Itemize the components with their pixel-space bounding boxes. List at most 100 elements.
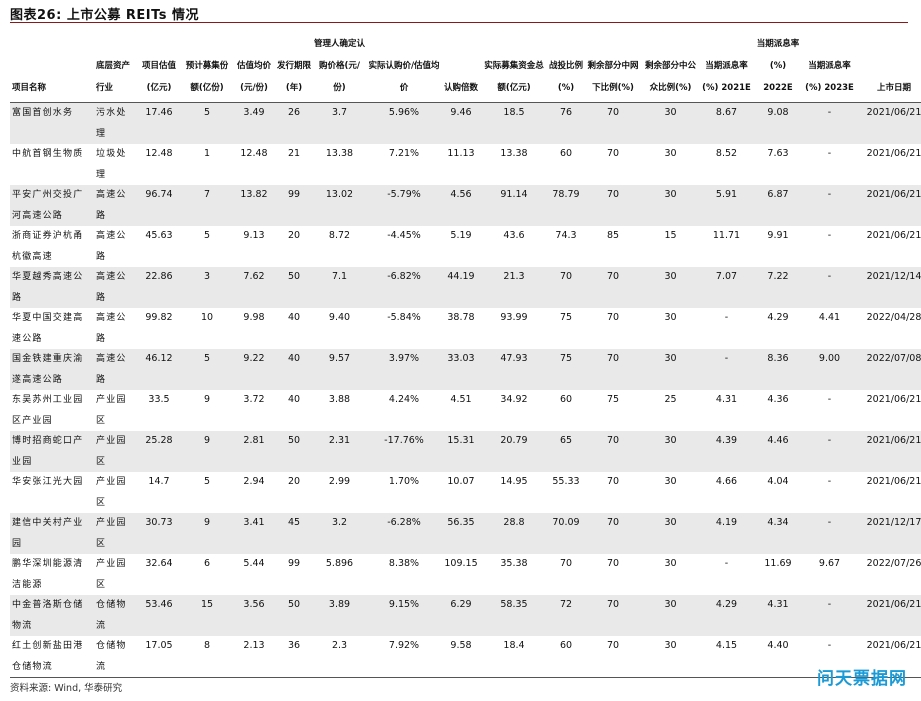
table-cell: - (803, 185, 856, 226)
table-cell: 99 (276, 185, 312, 226)
table-cell: 9.67 (803, 554, 856, 595)
table-cell: - (700, 349, 753, 390)
table-cell: 30 (641, 472, 700, 513)
table-cell: 15 (182, 595, 232, 636)
table-cell: 47.93 (481, 349, 547, 390)
table-cell: 2.13 (232, 636, 276, 678)
table-cell: 7.1 (312, 267, 367, 308)
table-row: 华夏越秀高速公路 高速公路 22.86 3 7.62 50 7.1 -6.82% 44.19 21… (10, 267, 921, 308)
table-cell: 60 (547, 636, 585, 678)
table-cell: 2.99 (312, 472, 367, 513)
table-cell: 8.52 (700, 144, 753, 185)
column-header: 认购倍数 (441, 25, 481, 103)
industry-cell: 产业园区 (94, 431, 136, 472)
column-header: 项目名称 (10, 25, 94, 103)
table-cell: - (803, 226, 856, 267)
column-header: 剩余部分中网下比例(%) (585, 25, 641, 103)
table-row: 博时招商蛇口产业园 产业园区 25.28 9 2.81 50 2.31 -17.76% 15.3… (10, 431, 921, 472)
table-cell: 21.3 (481, 267, 547, 308)
table-cell: 44.19 (441, 267, 481, 308)
table-cell: 2021/06/21 (856, 636, 921, 678)
table-cell: 9.91 (753, 226, 803, 267)
table-cell: 4.46 (753, 431, 803, 472)
table-cell: 9.40 (312, 308, 367, 349)
table-cell: 5.44 (232, 554, 276, 595)
table-cell: 7.21% (367, 144, 441, 185)
table-cell: 30 (641, 267, 700, 308)
table-cell: 30.73 (136, 513, 182, 554)
table-cell: 30 (641, 102, 700, 144)
table-cell: 30 (641, 144, 700, 185)
column-header: 当期派息率(%) 2023E (803, 25, 856, 103)
table-cell: 70 (585, 308, 641, 349)
table-cell: 4.51 (441, 390, 481, 431)
project-name-cell: 华夏越秀高速公路 (10, 267, 94, 308)
table-cell: 9 (182, 390, 232, 431)
table-cell: 12.48 (232, 144, 276, 185)
table-cell: 2.94 (232, 472, 276, 513)
table-cell: 75 (547, 308, 585, 349)
table-cell: 2021/06/21 (856, 226, 921, 267)
table-cell: -5.84% (367, 308, 441, 349)
table-cell: 18.5 (481, 102, 547, 144)
industry-cell: 产业园区 (94, 390, 136, 431)
table-cell: 33.5 (136, 390, 182, 431)
table-cell: 3.7 (312, 102, 367, 144)
table-cell: 33.03 (441, 349, 481, 390)
table-cell: 76 (547, 102, 585, 144)
table-cell: 2.81 (232, 431, 276, 472)
project-name-cell: 华夏中国交建高速公路 (10, 308, 94, 349)
table-cell: 1 (182, 144, 232, 185)
table-cell: 30 (641, 349, 700, 390)
table-cell: 30 (641, 185, 700, 226)
column-header: 管理人确定认购价格(元/份) (312, 25, 367, 103)
table-cell: 4.31 (700, 390, 753, 431)
column-header: 战投比例(%) (547, 25, 585, 103)
table-cell: 15 (641, 226, 700, 267)
table-cell: 9 (182, 431, 232, 472)
table-cell: 28.8 (481, 513, 547, 554)
table-row: 建信中关村产业园 产业园区 30.73 9 3.41 45 3.2 -6.28% 56.35 28… (10, 513, 921, 554)
table-cell: 20 (276, 472, 312, 513)
table-cell: 46.12 (136, 349, 182, 390)
figure-title: 图表26: 上市公募 REITs 情况 (10, 8, 199, 23)
table-row: 中航首钢生物质 垃圾处理 12.48 1 12.48 21 13.38 7.21% 11.13 1… (10, 144, 921, 185)
table-cell: 7.62 (232, 267, 276, 308)
table-cell: 40 (276, 390, 312, 431)
table-row: 平安广州交投广河高速公路 高速公路 96.74 7 13.82 99 13.02 -5.79%… (10, 185, 921, 226)
industry-cell: 高速公路 (94, 308, 136, 349)
table-cell: 25 (641, 390, 700, 431)
table-cell: 30 (641, 308, 700, 349)
table-cell: 11.71 (700, 226, 753, 267)
table-cell: 1.70% (367, 472, 441, 513)
table-cell: 35.38 (481, 554, 547, 595)
table-cell: 2022/07/08 (856, 349, 921, 390)
table-row: 浙商证券沪杭甬杭徽高速 高速公路 45.63 5 9.13 20 8.72 -4.45% 5.1… (10, 226, 921, 267)
table-cell: 45.63 (136, 226, 182, 267)
table-row: 富国首创水务 污水处理 17.46 5 3.49 26 3.7 5.96% 9.46 18.5 76… (10, 102, 921, 144)
project-name-cell: 华安张江光大园 (10, 472, 94, 513)
column-header: 估值均价(元/份) (232, 25, 276, 103)
table-cell: 2.3 (312, 636, 367, 678)
table-cell: 3.41 (232, 513, 276, 554)
table-cell: 30 (641, 554, 700, 595)
table-cell: 17.05 (136, 636, 182, 678)
table-cell: 2021/06/21 (856, 102, 921, 144)
table-cell: 70 (585, 349, 641, 390)
table-cell: 40 (276, 308, 312, 349)
table-cell: 15.31 (441, 431, 481, 472)
project-name-cell: 浙商证券沪杭甬杭徽高速 (10, 226, 94, 267)
table-cell: - (803, 595, 856, 636)
table-row: 鹏华深圳能源清洁能源 产业园区 32.64 6 5.44 99 5.896 8.38% 109.… (10, 554, 921, 595)
table-cell: 5 (182, 349, 232, 390)
table-cell: 78.79 (547, 185, 585, 226)
table-cell: 7 (182, 185, 232, 226)
table-cell: 70 (585, 554, 641, 595)
table-cell: 4.66 (700, 472, 753, 513)
table-cell: -6.82% (367, 267, 441, 308)
table-cell: 70 (585, 102, 641, 144)
table-cell: -5.79% (367, 185, 441, 226)
column-header: 发行期限(年) (276, 25, 312, 103)
table-cell: 5.19 (441, 226, 481, 267)
table-row: 国金铁建重庆渝遂高速公路 高速公路 46.12 5 9.22 40 9.57 3.97% 33.… (10, 349, 921, 390)
